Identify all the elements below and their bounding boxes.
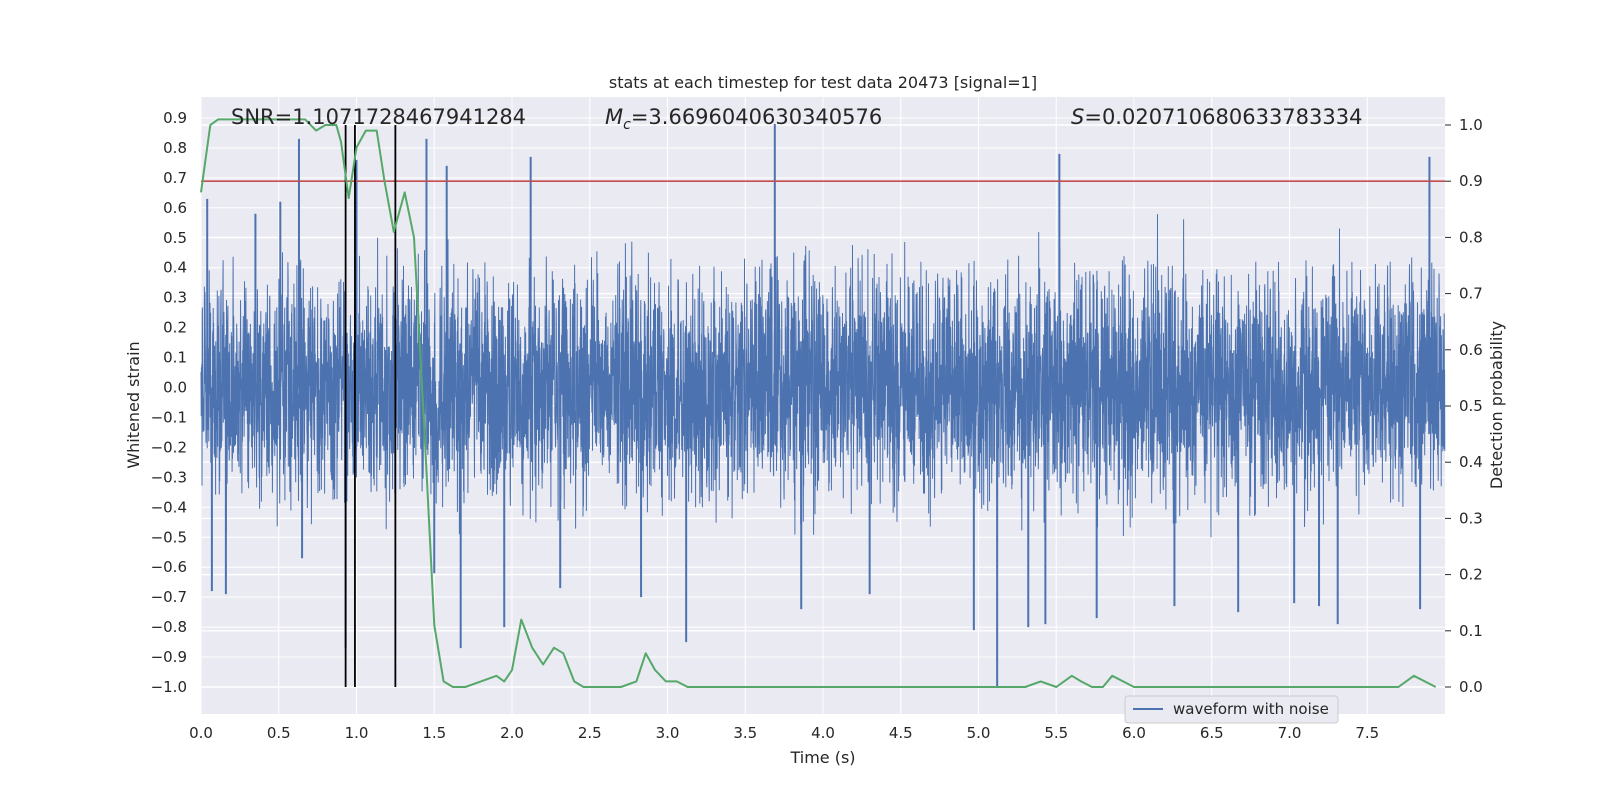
y-tick-label: −0.3: [151, 468, 187, 486]
x-tick-label: 3.0: [656, 724, 680, 742]
x-tick-label: 4.5: [889, 724, 913, 742]
x-tick-label: 7.5: [1355, 724, 1379, 742]
tick-labels: 0.0 0.5 1.0 1.5 2.0 2.5 3.0 3.5 4.0 4.5 5.0 5.5 6.0 6…: [151, 109, 1483, 742]
chirp-mass-annotation: Mc=3.6696040630340576: [605, 105, 882, 133]
y-tick-label: 0.4: [163, 259, 187, 277]
x-tick-label: 1.0: [345, 724, 369, 742]
overlay-lines: [201, 125, 1445, 687]
chirp-mass-subscript: c: [623, 117, 631, 133]
y-tick-label: 0.6: [163, 199, 187, 217]
y-tick-label: −0.7: [151, 588, 187, 606]
chirp-mass-value: =3.6696040630340576: [631, 105, 882, 129]
y2-tick-label: 0.5: [1459, 397, 1483, 415]
x-tick-label: 3.5: [733, 724, 757, 742]
x-tick-label: 2.5: [578, 724, 602, 742]
probability-series: [200, 118, 1437, 688]
snr-annotation: SNR=1.1071728467941284: [231, 105, 526, 129]
y-tick-label: 0.2: [163, 319, 187, 337]
y-tick-label: −1.0: [151, 678, 187, 696]
s-value: =0.020710680633783334: [1084, 105, 1362, 129]
x-tick-label: 6.5: [1200, 724, 1224, 742]
y-axis-label: Whitened strain: [124, 341, 143, 468]
legend-box: [1124, 695, 1339, 724]
y-tick-label: 0.1: [163, 349, 187, 367]
y-tick-label: −0.6: [151, 558, 187, 576]
y-tick-label: −0.5: [151, 528, 187, 546]
y2-tick-label: 0.8: [1459, 228, 1483, 246]
x-axis-label: Time (s): [789, 748, 855, 767]
chirp-mass-symbol: M: [605, 105, 623, 129]
x-tick-label: 7.0: [1278, 724, 1302, 742]
y-tick-label: −0.4: [151, 498, 187, 516]
x-tick-label: 1.5: [422, 724, 446, 742]
x-tick-label: 5.5: [1044, 724, 1068, 742]
x-tick-label: 0.0: [189, 724, 213, 742]
x-tick-label: 4.0: [811, 724, 835, 742]
y2-tick-label: 1.0: [1459, 116, 1483, 134]
chart-title: stats at each timestep for test data 204…: [609, 73, 1037, 92]
y-tick-label: −0.8: [151, 618, 187, 636]
y2-axis-label: Detection probability: [1487, 321, 1506, 489]
y-tick-label: −0.2: [151, 438, 187, 456]
y2-tick-label: 0.2: [1459, 566, 1483, 584]
y2-tick-label: 0.7: [1459, 285, 1483, 303]
y-tick-label: 0.0: [163, 379, 187, 397]
y2-tick-label: 0.4: [1459, 453, 1483, 471]
y-tick-label: 0.5: [163, 229, 187, 247]
y2-tick-label: 0.1: [1459, 622, 1483, 640]
y2-tick-label: 0.6: [1459, 341, 1483, 359]
s-annotation: S=0.020710680633783334: [1071, 105, 1362, 129]
legend-label: waveform with noise: [1173, 700, 1329, 718]
waveform-series: [200, 123, 1446, 687]
y2-tick-label: 0.0: [1459, 678, 1483, 696]
s-symbol: S: [1071, 105, 1084, 129]
y-tick-label: 0.8: [163, 139, 187, 157]
y2-tick-label: 0.3: [1459, 509, 1483, 527]
x-tick-label: 0.5: [267, 724, 291, 742]
y-tick-label: 0.3: [163, 289, 187, 307]
y2-tick-label: 0.9: [1459, 172, 1483, 190]
x-tick-label: 6.0: [1122, 724, 1146, 742]
legend: waveform with noise: [1124, 695, 1339, 724]
y-tick-label: 0.7: [163, 169, 187, 187]
x-tick-label: 2.0: [500, 724, 524, 742]
y-tick-label: −0.9: [151, 648, 187, 666]
detection-probability-line: [200, 118, 1437, 688]
waveform-trace: [200, 214, 1446, 538]
y-tick-label: −0.1: [151, 408, 187, 426]
y-tick-label: 0.9: [163, 109, 187, 127]
x-tick-label: 5.0: [967, 724, 991, 742]
